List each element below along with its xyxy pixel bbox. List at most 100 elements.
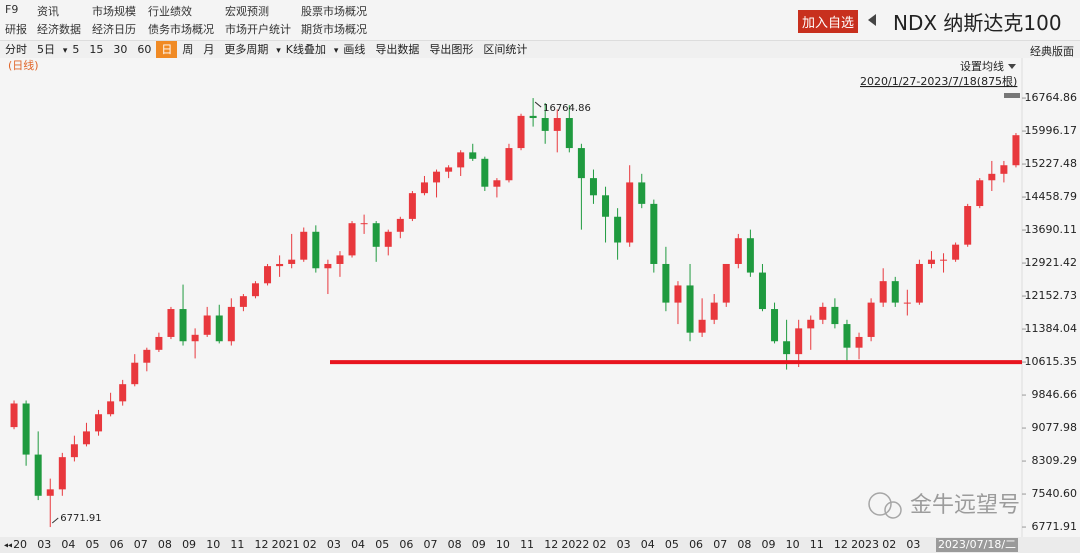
add-watchlist-button[interactable]: 加入自选 — [798, 10, 859, 33]
candle-body — [420, 182, 428, 194]
marker-arrow — [51, 517, 59, 524]
x-tick-label: 12 — [255, 538, 269, 551]
toolbar-item[interactable]: 分时 — [5, 43, 27, 56]
toolbar-item[interactable]: 更多周期 — [224, 43, 269, 56]
menu-item[interactable]: 行业绩效 — [148, 5, 192, 18]
watermark-text: 金牛远望号 — [910, 493, 1020, 518]
toolbar-item[interactable]: 5 — [72, 43, 80, 56]
x-tick-label: 04 — [61, 538, 75, 551]
candle-body — [722, 263, 730, 303]
toolbar-item[interactable]: 5日 — [37, 43, 55, 56]
candle-body — [481, 158, 489, 187]
menu-item[interactable]: 债务市场概况 — [148, 23, 214, 36]
menu-item[interactable]: 宏观预测 — [225, 5, 269, 18]
y-tick-label: 15227.48 — [1025, 157, 1078, 170]
ma-button[interactable]: 设置均线 — [960, 59, 1004, 73]
scroll-left[interactable]: ◂◂ — [4, 541, 12, 550]
toolbar-item[interactable]: 导出数据 — [375, 43, 420, 56]
candle-body — [457, 152, 465, 168]
candle-body — [215, 315, 223, 342]
candle-body — [95, 414, 103, 432]
y-tick-label: 12921.42 — [1025, 256, 1078, 269]
candle-body — [360, 223, 368, 225]
menu-item[interactable]: F9 — [5, 3, 19, 16]
x-tick-label: 04 — [641, 538, 655, 551]
toolbar-item[interactable]: K线叠加 — [285, 43, 326, 56]
candle-body — [686, 285, 694, 333]
y-tick-label: 6771.91 — [1032, 520, 1078, 533]
candle-body — [155, 336, 163, 350]
symbol-title: NDX 纳斯达克100 — [893, 11, 1062, 35]
candle-body — [698, 319, 706, 333]
candle-body — [34, 454, 42, 496]
toolbar-item[interactable]: 周 — [182, 43, 194, 56]
candle-body — [336, 255, 344, 264]
candle-body — [408, 193, 416, 219]
menu-item[interactable]: 资讯 — [37, 5, 59, 18]
candle-body — [372, 223, 380, 247]
layout-switch[interactable]: 经典版面 — [1030, 45, 1074, 58]
x-tick-label: 07 — [134, 538, 148, 551]
x-tick-label: 11 — [230, 538, 244, 551]
candle-body — [1012, 135, 1020, 166]
x-tick-label: 05 — [665, 538, 679, 551]
extreme-label: 16764.86 — [543, 103, 591, 114]
candle-body — [952, 244, 960, 260]
candle-body — [445, 167, 453, 172]
menu-item[interactable]: 经济日历 — [92, 23, 136, 36]
x-tick-label: 03 — [37, 538, 51, 551]
x-tick-label: 03 — [906, 538, 920, 551]
x-tick-label: 07 — [713, 538, 727, 551]
x-tick-label: 04 — [351, 538, 365, 551]
x-tick-label: 11 — [520, 538, 534, 551]
extreme-label: 6771.91 — [60, 513, 101, 524]
menu-item[interactable]: 股票市场概况 — [301, 5, 367, 18]
toolbar-item[interactable]: 月 — [203, 43, 215, 56]
candle-body — [855, 336, 863, 348]
x-tick-label: 09 — [182, 538, 196, 551]
menu-item[interactable]: 期货市场概况 — [301, 23, 367, 36]
x-tick-label: 2023 — [851, 538, 879, 551]
candle-body — [758, 272, 766, 310]
y-tick-label: 9846.66 — [1032, 388, 1078, 401]
toolbar: 分时 5日 ▾ 5 15 30 60 日周月更多周期 ▾ K线叠加 ▾ 画线 导出数据 导出图形 区间… — [0, 40, 1080, 60]
toolbar-item[interactable]: 60 — [137, 43, 152, 56]
toolbar-item[interactable]: 日 — [156, 41, 178, 59]
candle-body — [626, 182, 634, 243]
toolbar-item[interactable]: 15 — [89, 43, 104, 56]
candle-body — [107, 401, 115, 415]
toolbar-item[interactable]: 画线 — [343, 43, 366, 56]
y-tick-label: 14458.79 — [1025, 190, 1078, 203]
toolbar-item[interactable]: 区间统计 — [483, 43, 528, 56]
candle-body — [602, 195, 610, 217]
candle-body — [867, 302, 875, 337]
x-tick-label: 09 — [472, 538, 486, 551]
menu-item[interactable]: 市场开户统计 — [225, 23, 291, 36]
cursor-date: 2023/07/18/二 — [938, 538, 1016, 551]
candle-body — [348, 223, 356, 256]
candle-body — [82, 431, 90, 445]
toolbar-item[interactable]: 30 — [113, 43, 128, 56]
candle-body — [964, 206, 972, 245]
back-icon[interactable] — [866, 13, 878, 27]
x-tick-label: 08 — [448, 538, 462, 551]
x-tick-label: 06 — [399, 538, 413, 551]
candle-body — [638, 182, 646, 204]
chart: (日线) 设置均线 2020/1/27-2023/7/18(875根) 2023… — [0, 58, 1080, 553]
toolbar-item[interactable]: 导出图形 — [429, 43, 474, 56]
dropdown-arrow: ▾ — [331, 46, 339, 56]
x-tick-label: 10 — [496, 538, 510, 551]
period-label: (日线) — [8, 58, 39, 72]
menu-item[interactable]: 研报 — [5, 23, 27, 36]
candle-body — [119, 384, 127, 402]
candle-body — [988, 173, 996, 181]
candle-body — [312, 231, 320, 269]
x-tick-label: 2022 — [561, 538, 589, 551]
candle-body — [831, 306, 839, 325]
candle-body — [433, 171, 441, 183]
x-tick-label: 02 — [303, 538, 317, 551]
candle-body — [577, 148, 585, 179]
menu-item[interactable]: 经济数据 — [37, 23, 81, 36]
menu-item[interactable]: 市场规模 — [92, 5, 136, 18]
candle-body — [288, 259, 296, 264]
